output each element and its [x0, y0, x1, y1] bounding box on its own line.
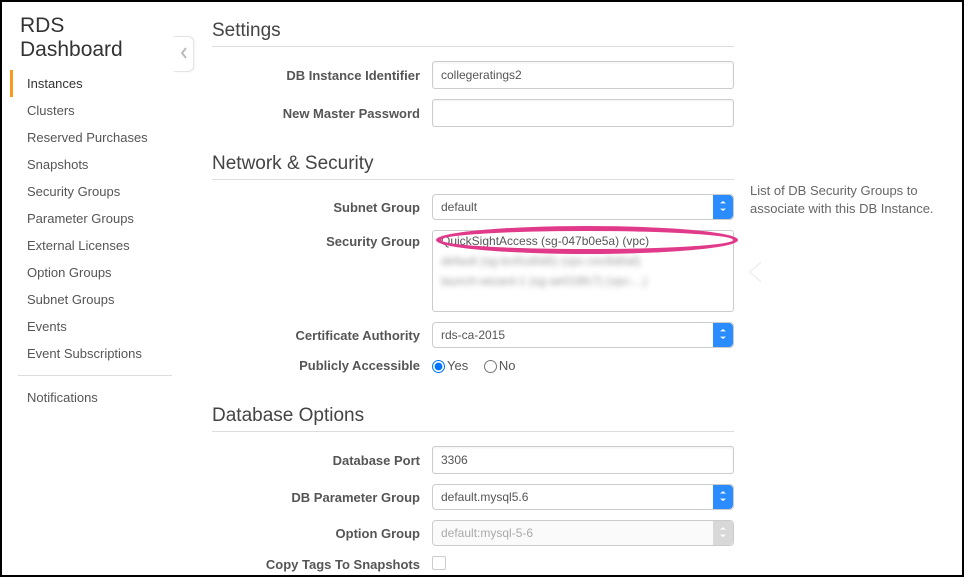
label-copy-tags: Copy Tags To Snapshots: [212, 557, 432, 572]
label-db-instance-identifier: DB Instance Identifier: [212, 68, 432, 83]
help-panel: List of DB Security Groups to associate …: [750, 12, 950, 575]
input-database-port[interactable]: [432, 446, 734, 474]
input-db-instance-identifier[interactable]: [432, 61, 734, 89]
label-option-group: Option Group: [212, 526, 432, 541]
input-new-master-password[interactable]: [432, 99, 734, 127]
sidebar-collapse-handle[interactable]: [174, 36, 194, 72]
label-db-parameter-group: DB Parameter Group: [212, 490, 432, 505]
select-caret-icon: [713, 521, 733, 545]
select-db-parameter-group-value: default.mysql5.6: [441, 490, 528, 504]
radio-publicly-accessible-no[interactable]: No: [484, 358, 516, 373]
select-option-group[interactable]: default:mysql-5-6: [432, 520, 734, 546]
section-title-database: Database Options: [212, 397, 734, 432]
select-caret-icon: [713, 485, 733, 509]
select-certificate-authority[interactable]: rds-ca-2015: [432, 322, 734, 348]
label-publicly-accessible: Publicly Accessible: [212, 358, 432, 373]
listbox-security-group[interactable]: QuickSightAccess (sg-047b0e5a) (vpc) def…: [432, 230, 734, 312]
chevron-left-icon: [180, 47, 188, 62]
select-subnet-group-value: default: [441, 200, 477, 214]
sidebar-item-events[interactable]: Events: [10, 313, 182, 340]
sidebar: RDS Dashboard Instances Clusters Reserve…: [2, 2, 182, 575]
radio-group-publicly-accessible: Yes No: [432, 358, 734, 373]
security-group-option-1[interactable]: default (sg-bc91d0d5) (vpc-cec8d0af): [433, 251, 733, 271]
security-group-option-2[interactable]: launch-wizard-1 (sg-ae018fc7) (vpc-...): [433, 271, 733, 291]
select-caret-icon: [713, 195, 733, 219]
sidebar-item-notifications[interactable]: Notifications: [10, 384, 182, 411]
sidebar-item-instances[interactable]: Instances: [10, 70, 182, 97]
help-text-security-group: List of DB Security Groups to associate …: [750, 182, 950, 218]
sidebar-item-reserved-purchases[interactable]: Reserved Purchases: [10, 124, 182, 151]
security-group-option-empty: [433, 291, 733, 309]
label-certificate-authority: Certificate Authority: [212, 328, 432, 343]
section-title-settings: Settings: [212, 12, 734, 47]
select-certificate-authority-value: rds-ca-2015: [441, 328, 505, 342]
select-caret-icon: [713, 323, 733, 347]
security-group-option-0[interactable]: QuickSightAccess (sg-047b0e5a) (vpc): [433, 231, 733, 251]
section-title-network: Network & Security: [212, 145, 734, 180]
sidebar-divider: [18, 375, 172, 376]
label-new-master-password: New Master Password: [212, 106, 432, 121]
sidebar-item-subnet-groups[interactable]: Subnet Groups: [10, 286, 182, 313]
sidebar-item-parameter-groups[interactable]: Parameter Groups: [10, 205, 182, 232]
select-option-group-value: default:mysql-5-6: [441, 526, 533, 540]
sidebar-item-option-groups[interactable]: Option Groups: [10, 259, 182, 286]
sidebar-item-snapshots[interactable]: Snapshots: [10, 151, 182, 178]
label-subnet-group: Subnet Group: [212, 200, 432, 215]
label-security-group: Security Group: [212, 230, 432, 249]
select-subnet-group[interactable]: default: [432, 194, 734, 220]
sidebar-item-security-groups[interactable]: Security Groups: [10, 178, 182, 205]
main-content: Settings DB Instance Identifier New Mast…: [182, 2, 962, 575]
help-pointer-icon: [750, 262, 762, 282]
sidebar-item-external-licenses[interactable]: External Licenses: [10, 232, 182, 259]
label-database-port: Database Port: [212, 453, 432, 468]
sidebar-title: RDS Dashboard: [10, 10, 182, 70]
checkbox-copy-tags[interactable]: [432, 556, 446, 570]
select-db-parameter-group[interactable]: default.mysql5.6: [432, 484, 734, 510]
sidebar-item-event-subscriptions[interactable]: Event Subscriptions: [10, 340, 182, 367]
sidebar-item-clusters[interactable]: Clusters: [10, 97, 182, 124]
radio-publicly-accessible-yes[interactable]: Yes: [432, 358, 468, 373]
